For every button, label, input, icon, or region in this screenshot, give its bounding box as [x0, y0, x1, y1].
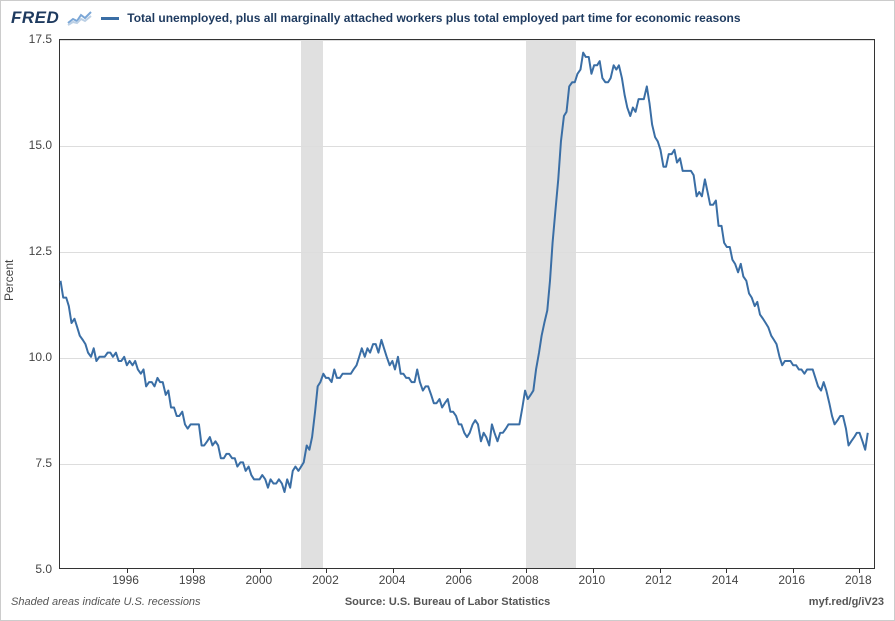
- y-tick-label: 10.0: [12, 350, 52, 364]
- line-series: [60, 40, 874, 568]
- legend-swatch: [101, 17, 119, 20]
- y-tick-label: 15.0: [12, 138, 52, 152]
- x-tick-label: 2006: [445, 573, 472, 587]
- plot-area: [59, 39, 875, 569]
- y-tick-label: 12.5: [12, 244, 52, 258]
- x-tick-label: 2000: [245, 573, 272, 587]
- y-tick-label: 5.0: [12, 562, 52, 576]
- x-tick-label: 2014: [712, 573, 739, 587]
- x-tick-label: 2002: [312, 573, 339, 587]
- x-tick-label: 2016: [778, 573, 805, 587]
- y-tick-label: 7.5: [12, 456, 52, 470]
- x-tick-label: 2018: [845, 573, 872, 587]
- chart-footer: Shaded areas indicate U.S. recessions So…: [11, 596, 884, 614]
- x-tick-label: 2008: [512, 573, 539, 587]
- x-tick-label: 2012: [645, 573, 672, 587]
- fred-logo: FRED: [11, 8, 59, 28]
- footer-link: myf.red/g/iV23: [809, 596, 884, 608]
- legend-label: Total unemployed, plus all marginally at…: [127, 11, 740, 25]
- y-tick-label: 17.5: [12, 32, 52, 46]
- fred-logo-icon: [67, 10, 93, 26]
- x-tick-label: 1996: [112, 573, 139, 587]
- chart-header: FRED Total unemployed, plus all marginal…: [11, 7, 884, 29]
- x-tick-label: 1998: [179, 573, 206, 587]
- footer-source: Source: U.S. Bureau of Labor Statistics: [11, 596, 884, 608]
- x-tick-label: 2004: [379, 573, 406, 587]
- x-tick-label: 2010: [579, 573, 606, 587]
- y-axis-label: Percent: [2, 260, 16, 301]
